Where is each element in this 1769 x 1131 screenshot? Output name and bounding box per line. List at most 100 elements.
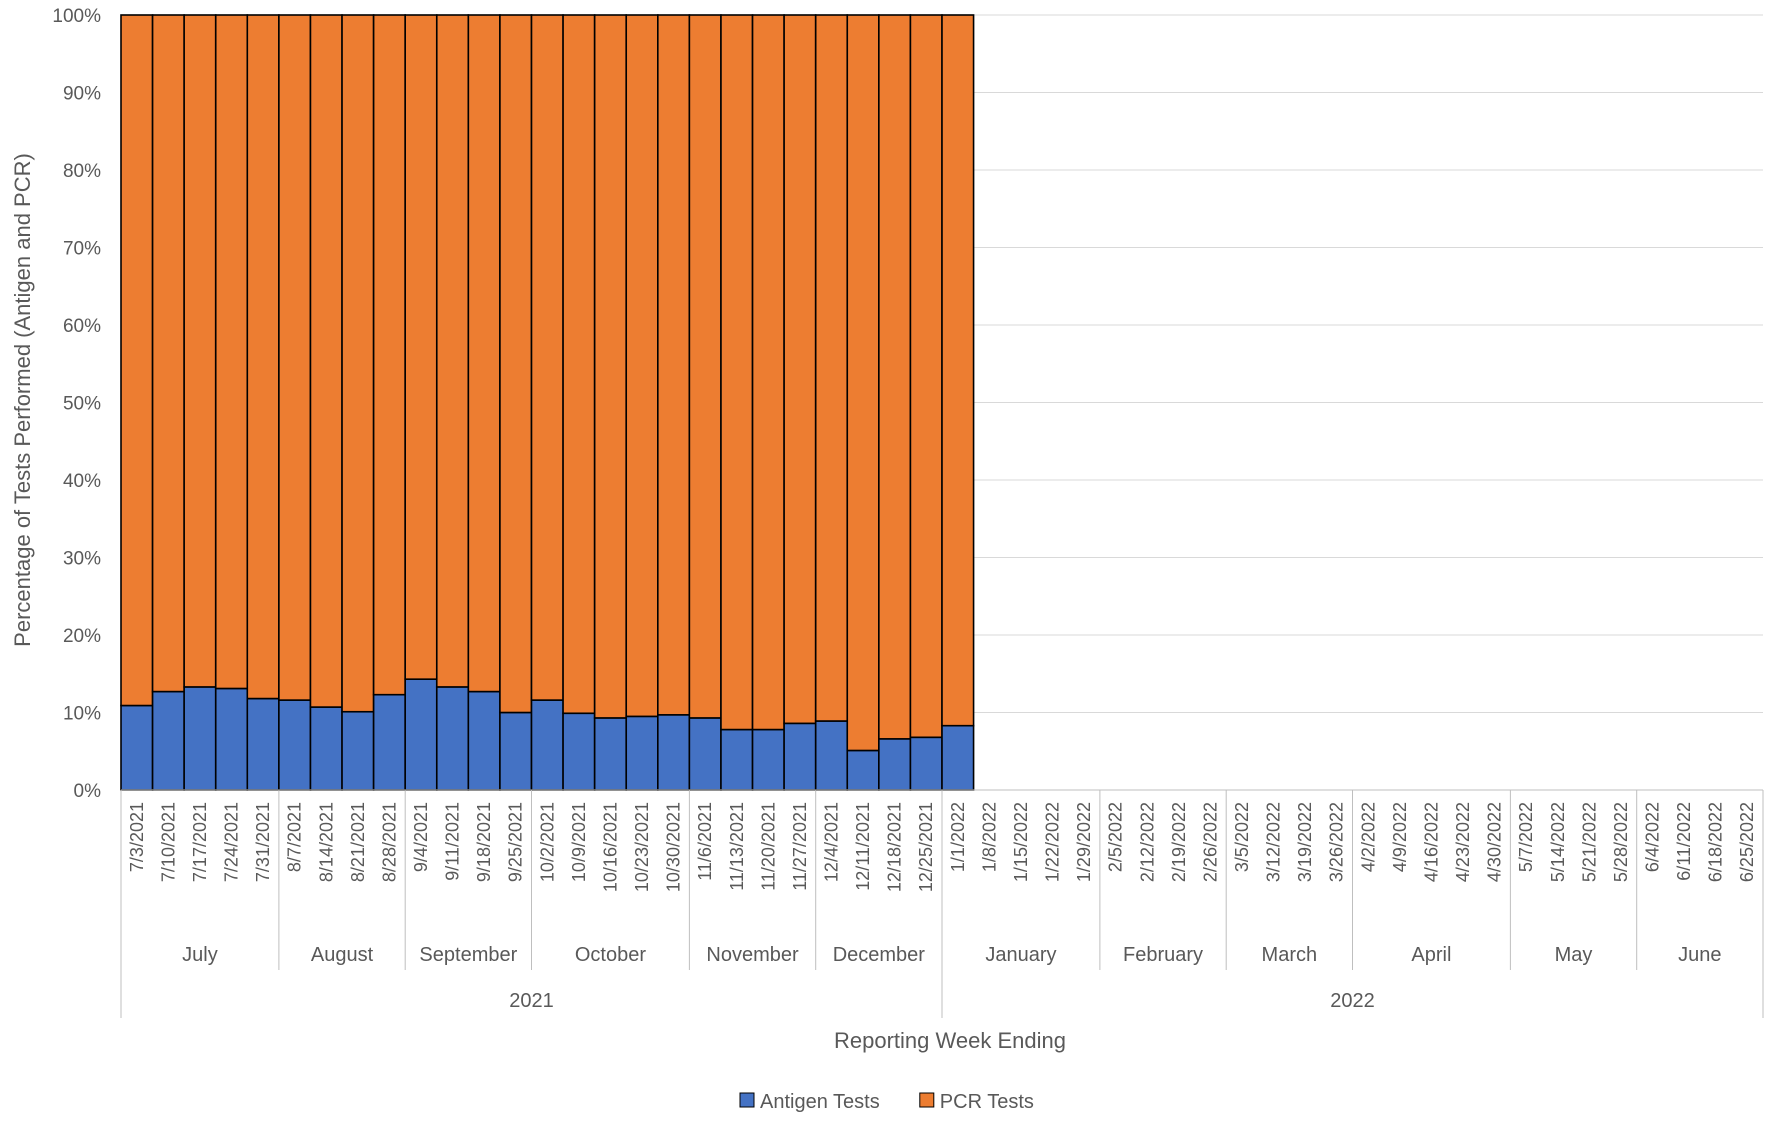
pcr-bar: [783, 14, 817, 725]
y-tick-label: 10%: [63, 704, 101, 725]
x-tick-label: 10/30/2021: [664, 802, 684, 892]
x-tick-label: 9/11/2021: [443, 802, 463, 881]
x-tick-label: 8/7/2021: [285, 802, 305, 872]
antigen-bar: [878, 738, 912, 791]
month-label: January: [985, 944, 1056, 966]
pcr-bar: [593, 14, 628, 719]
antigen-bar: [151, 690, 185, 791]
x-tick-label: 6/25/2022: [1737, 802, 1757, 882]
x-tick-label: 11/6/2021: [695, 802, 715, 881]
pcr-bar: [183, 14, 217, 688]
x-tick-label: 6/18/2022: [1706, 802, 1726, 882]
x-tick-label: 8/14/2021: [316, 802, 336, 882]
x-tick-label: 12/18/2021: [885, 802, 905, 892]
x-tick-label: 6/4/2022: [1642, 802, 1662, 872]
month-label: May: [1555, 944, 1593, 966]
x-tick-label: 3/12/2022: [1264, 802, 1284, 882]
x-tick-label: 10/23/2021: [632, 802, 652, 892]
x-tick-label: 9/4/2021: [411, 802, 431, 872]
antigen-bar: [435, 686, 470, 791]
month-label: September: [419, 944, 517, 966]
antigen-bar: [846, 749, 880, 791]
x-tick-label: 7/10/2021: [158, 802, 178, 882]
x-tick-label: 8/28/2021: [379, 802, 399, 882]
y-tick-label: 20%: [63, 626, 101, 647]
pcr-bar: [404, 14, 438, 680]
x-tick-label: 4/9/2022: [1390, 802, 1410, 872]
legend-label-antigen: Antigen Tests: [760, 1091, 880, 1113]
y-tick-label: 60%: [63, 316, 101, 337]
antigen-bar: [120, 704, 154, 791]
month-label: August: [311, 944, 374, 966]
x-tick-label: 2/19/2022: [1169, 802, 1189, 882]
month-label: November: [706, 944, 799, 966]
year-label: 2021: [509, 990, 554, 1012]
x-tick-label: 5/21/2022: [1579, 802, 1599, 882]
x-tick-label: 2/5/2022: [1106, 802, 1126, 872]
pcr-bar: [214, 14, 249, 690]
pcr-bar: [278, 14, 312, 701]
antigen-bar: [309, 706, 343, 791]
pcr-bar: [530, 14, 564, 701]
x-tick-label: 1/22/2022: [1043, 802, 1063, 882]
pcr-bar: [309, 14, 343, 708]
month-label: February: [1123, 944, 1203, 966]
x-tick-label: 10/2/2021: [537, 802, 557, 882]
antigen-bar: [657, 714, 691, 791]
pcr-bar: [720, 14, 754, 731]
pcr-bar: [120, 14, 154, 707]
pcr-bar: [688, 14, 722, 719]
x-tick-label: 1/15/2022: [1011, 802, 1031, 882]
year-label: 2022: [1330, 990, 1375, 1012]
antigen-bar: [688, 717, 722, 791]
x-tick-label: 3/26/2022: [1327, 802, 1347, 882]
x-tick-label: 11/13/2021: [727, 802, 747, 891]
x-tick-label: 11/20/2021: [758, 802, 778, 891]
x-tick-label: 4/30/2022: [1485, 802, 1505, 882]
antigen-bar: [246, 697, 280, 791]
legend-swatch-pcr: [919, 1092, 935, 1108]
month-label: March: [1262, 944, 1318, 966]
pcr-bar: [846, 14, 880, 752]
x-tick-label: 9/18/2021: [474, 802, 494, 882]
pcr-bar: [341, 14, 375, 713]
y-tick-label: 100%: [52, 6, 101, 27]
x-tick-label: 2/12/2022: [1137, 802, 1157, 882]
x-tick-label: 1/29/2022: [1074, 802, 1094, 882]
antigen-bar: [499, 711, 533, 791]
legend-label-pcr: PCR Tests: [940, 1091, 1034, 1113]
x-tick-label: 5/14/2022: [1548, 802, 1568, 882]
y-tick-label: 30%: [63, 549, 101, 570]
antigen-bar: [625, 715, 659, 791]
pcr-bar: [814, 14, 849, 722]
y-tick-label: 80%: [63, 161, 101, 182]
antigen-bar: [183, 686, 217, 791]
y-tick-label: 50%: [63, 394, 101, 415]
x-tick-label: 3/19/2022: [1295, 802, 1315, 882]
pcr-bar: [625, 14, 659, 718]
x-tick-label: 12/4/2021: [821, 802, 841, 882]
antigen-bar: [530, 699, 564, 791]
x-tick-label: 1/1/2022: [948, 802, 968, 872]
month-label: June: [1678, 944, 1721, 966]
antigen-bar: [404, 678, 438, 791]
antigen-bar: [562, 712, 596, 791]
pcr-bar: [372, 14, 406, 696]
x-tick-label: 8/21/2021: [348, 802, 368, 882]
antigen-bar: [372, 693, 406, 791]
antigen-bar: [783, 722, 817, 791]
x-tick-label: 9/25/2021: [506, 802, 526, 882]
pcr-bar: [246, 14, 280, 700]
antigen-bar: [593, 717, 628, 791]
x-tick-label: 7/24/2021: [222, 802, 242, 882]
x-tick-label: 4/16/2022: [1421, 802, 1441, 882]
pcr-bar: [657, 14, 691, 716]
x-tick-label: 12/11/2021: [853, 802, 873, 891]
month-label: December: [833, 944, 926, 966]
axes: 0% 10% 20% 30% 40% 50% 60% 70% 80% 90% 100% 7/3/202…: [52, 6, 1764, 1018]
y-tick-label: 0%: [74, 781, 102, 802]
x-tick-label: 11/27/2021: [790, 802, 810, 891]
x-axis-title: Reporting Week Ending: [834, 1028, 1066, 1053]
